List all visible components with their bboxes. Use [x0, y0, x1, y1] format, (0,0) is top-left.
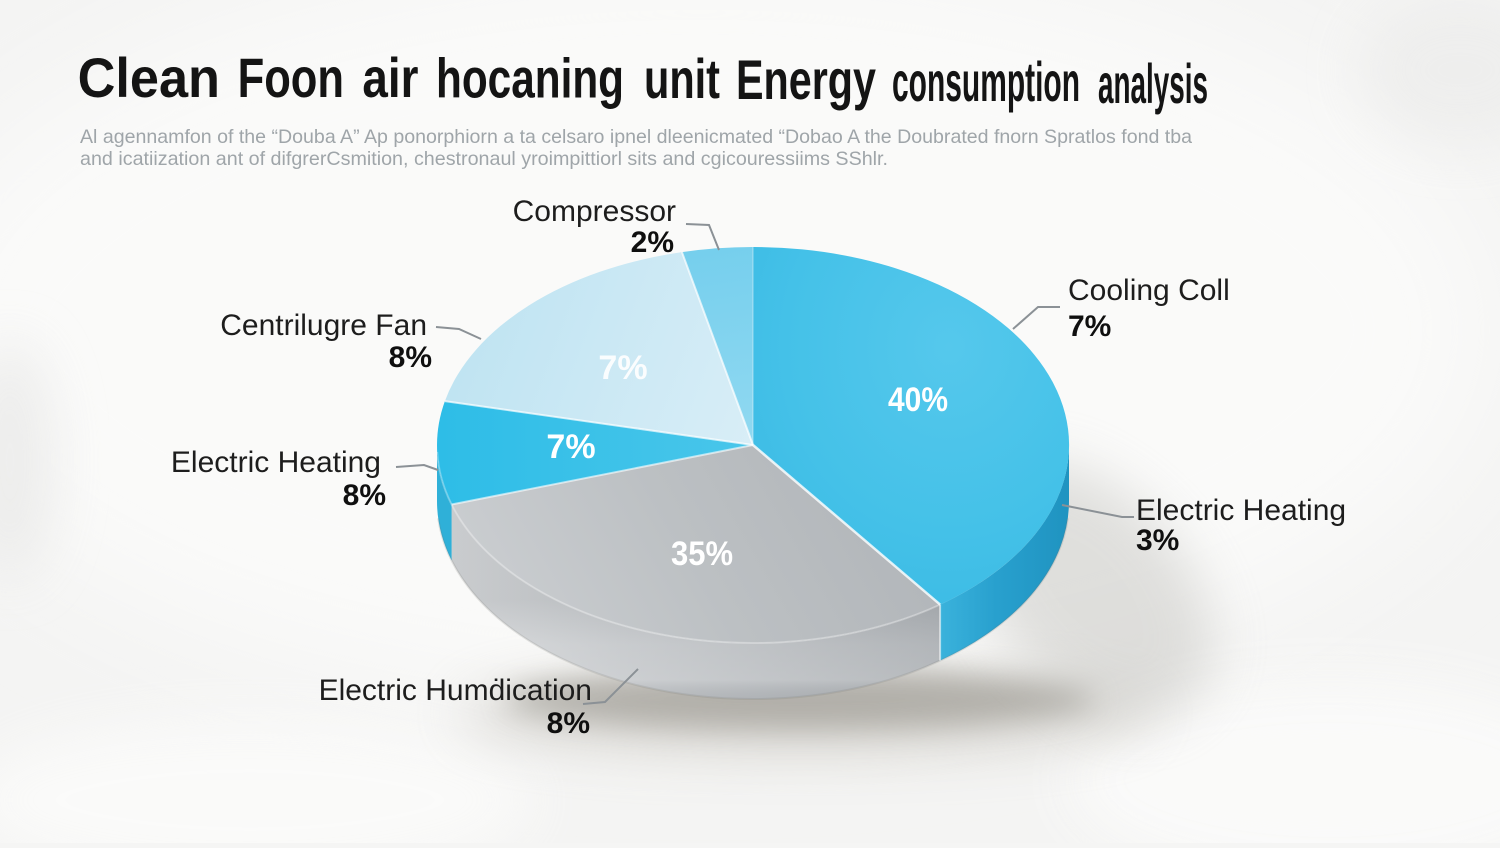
svg-text:Foon: Foon [238, 46, 344, 109]
svg-text:and icatiization ant of difgre: and icatiization ant of difgrerCsmition,… [80, 148, 888, 170]
svg-text:7%: 7% [1068, 310, 1111, 343]
svg-text:Compressor: Compressor [513, 195, 676, 228]
svg-text:air: air [362, 46, 418, 109]
svg-text:40%: 40% [888, 381, 948, 419]
svg-text:8%: 8% [343, 479, 386, 512]
svg-text:unit: unit [644, 47, 720, 110]
svg-text:35%: 35% [671, 535, 733, 573]
svg-text:2%: 2% [631, 226, 674, 259]
svg-text:Clean: Clean [78, 46, 220, 109]
svg-text:Al agennamfon of the “Douba A”: Al agennamfon of the “Douba A” Ap ponorp… [80, 126, 1192, 148]
svg-text:analysis: analysis [1098, 52, 1208, 115]
svg-text:Centrilugre Fan: Centrilugre Fan [220, 309, 427, 342]
svg-text:hocaning: hocaning [436, 47, 624, 110]
svg-text:8%: 8% [547, 707, 590, 740]
svg-text:Electric Humḋication: Electric Humḋication [319, 674, 592, 707]
svg-text:Electric Heating: Electric Heating [1136, 494, 1346, 527]
svg-text:Energy: Energy [736, 48, 876, 111]
svg-text:3%: 3% [1136, 524, 1179, 557]
svg-text:8%: 8% [389, 341, 432, 374]
svg-text:Electric Heating: Electric Heating [171, 446, 381, 479]
svg-text:Cooling Coll: Cooling Coll [1068, 274, 1230, 307]
svg-text:7%: 7% [598, 349, 647, 387]
svg-text:consumption: consumption [892, 50, 1080, 113]
svg-text:7%: 7% [546, 428, 595, 466]
